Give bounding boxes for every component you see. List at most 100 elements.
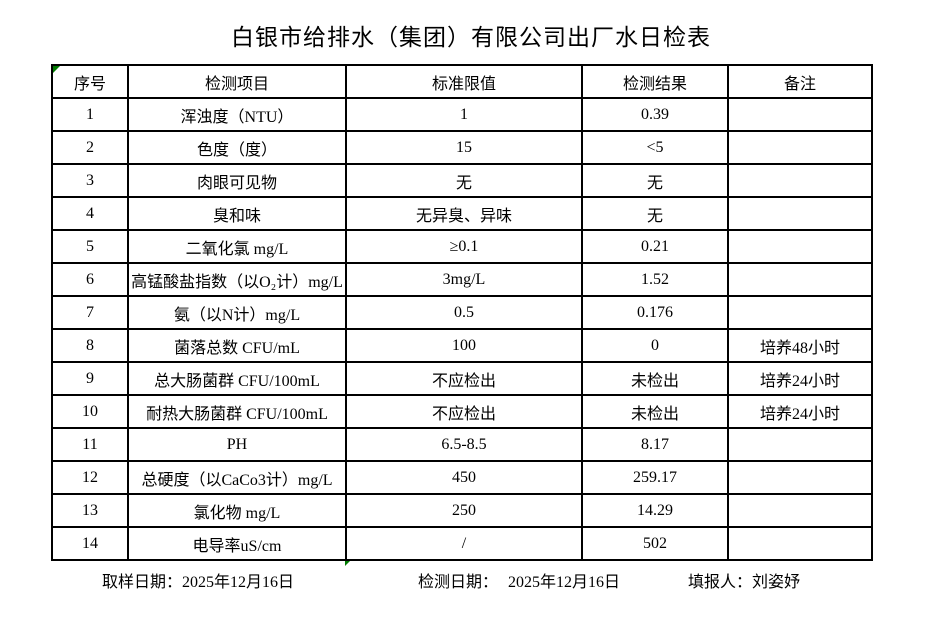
header-result: 检测结果 bbox=[581, 64, 729, 99]
item-cell: 总硬度（以CaCo3计）mg/L bbox=[127, 460, 347, 495]
result-cell: 0.21 bbox=[581, 229, 729, 264]
serial-cell: 1 bbox=[51, 97, 129, 132]
table-row: 12 总硬度（以CaCo3计）mg/L 450 259.17 bbox=[51, 460, 873, 495]
limit-cell: 450 bbox=[345, 460, 583, 495]
reporter-label: 填报人： bbox=[688, 574, 753, 591]
serial-cell: 10 bbox=[51, 394, 129, 429]
result-cell: 未检出 bbox=[581, 361, 729, 396]
note-cell bbox=[727, 163, 873, 198]
limit-cell: 3mg/L bbox=[345, 262, 583, 297]
serial-cell: 8 bbox=[51, 328, 129, 363]
serial-cell: 2 bbox=[51, 130, 129, 165]
note-cell bbox=[727, 526, 873, 561]
item-cell: 二氧化氯 mg/L bbox=[127, 229, 347, 264]
item-cell: 肉眼可见物 bbox=[127, 163, 347, 198]
header-item: 检测项目 bbox=[127, 64, 347, 99]
table-row: 10 耐热大肠菌群 CFU/100mL 不应检出 未检出 培养24小时 bbox=[51, 394, 873, 429]
reporter-name: 刘姿妤 bbox=[752, 574, 801, 591]
note-cell bbox=[727, 262, 873, 297]
sampling-date: 取样日期：2025年12月16日 bbox=[102, 568, 294, 592]
result-cell: 502 bbox=[581, 526, 729, 561]
excel-corner-marker-icon bbox=[345, 559, 352, 566]
testing-date: 检测日期： 2025年12月16日 bbox=[418, 568, 620, 592]
limit-cell: 不应检出 bbox=[345, 361, 583, 396]
item-cell: 总大肠菌群 CFU/100mL bbox=[127, 361, 347, 396]
table-row: 14 电导率uS/cm / 502 bbox=[51, 526, 873, 561]
result-cell: 14.29 bbox=[581, 493, 729, 528]
item-cell: 电导率uS/cm bbox=[127, 526, 347, 561]
note-cell bbox=[727, 427, 873, 462]
note-cell bbox=[727, 295, 873, 330]
note-cell bbox=[727, 97, 873, 132]
item-cell: 氯化物 mg/L bbox=[127, 493, 347, 528]
result-cell: 0.39 bbox=[581, 97, 729, 132]
table-row: 7 氨（以N计）mg/L 0.5 0.176 bbox=[51, 295, 873, 330]
note-cell bbox=[727, 493, 873, 528]
table-row: 6 高锰酸盐指数（以O₂计）mg/L 3mg/L 1.52 bbox=[51, 262, 873, 297]
table-row: 2 色度（度） 15 <5 bbox=[51, 130, 873, 165]
table-row: 5 二氧化氯 mg/L ≥0.1 0.21 bbox=[51, 229, 873, 264]
serial-cell: 6 bbox=[51, 262, 129, 297]
item-cell: 臭和味 bbox=[127, 196, 347, 231]
reporter: 填报人：刘姿妤 bbox=[688, 568, 800, 592]
table-row: 8 菌落总数 CFU/mL 100 0 培养48小时 bbox=[51, 328, 873, 363]
serial-cell: 4 bbox=[51, 196, 129, 231]
table-row: 13 氯化物 mg/L 250 14.29 bbox=[51, 493, 873, 528]
testing-date-label: 检测日期： bbox=[418, 574, 499, 591]
item-cell: 色度（度） bbox=[127, 130, 347, 165]
header-note: 备注 bbox=[727, 64, 873, 99]
limit-cell: 1 bbox=[345, 97, 583, 132]
limit-cell: 不应检出 bbox=[345, 394, 583, 429]
limit-cell: 15 bbox=[345, 130, 583, 165]
header-limit: 标准限值 bbox=[345, 64, 583, 99]
serial-cell: 13 bbox=[51, 493, 129, 528]
inspection-table: 序号 检测项目 标准限值 检测结果 备注 1 浑浊度（NTU） 1 0.39 2… bbox=[51, 64, 873, 561]
item-cell: 菌落总数 CFU/mL bbox=[127, 328, 347, 363]
item-cell: 氨（以N计）mg/L bbox=[127, 295, 347, 330]
table-row: 11 PH 6.5-8.5 8.17 bbox=[51, 427, 873, 462]
table-row: 3 肉眼可见物 无 无 bbox=[51, 163, 873, 198]
item-cell: 耐热大肠菌群 CFU/100mL bbox=[127, 394, 347, 429]
note-cell bbox=[727, 229, 873, 264]
limit-cell: ≥0.1 bbox=[345, 229, 583, 264]
serial-cell: 3 bbox=[51, 163, 129, 198]
note-cell bbox=[727, 460, 873, 495]
page-title: 白银市给排水（集团）有限公司出厂水日检表 bbox=[231, 25, 711, 50]
serial-cell: 11 bbox=[51, 427, 129, 462]
table-row: 4 臭和味 无异臭、异味 无 bbox=[51, 196, 873, 231]
testing-date-value: 2025年12月16日 bbox=[508, 574, 621, 591]
serial-cell: 12 bbox=[51, 460, 129, 495]
item-cell: 浑浊度（NTU） bbox=[127, 97, 347, 132]
result-cell: 259.17 bbox=[581, 460, 729, 495]
limit-cell: 0.5 bbox=[345, 295, 583, 330]
limit-cell: 250 bbox=[345, 493, 583, 528]
limit-cell: 100 bbox=[345, 328, 583, 363]
serial-cell: 7 bbox=[51, 295, 129, 330]
header-serial: 序号 bbox=[51, 64, 129, 99]
item-cell: 高锰酸盐指数（以O₂计）mg/L bbox=[127, 262, 347, 297]
sampling-date-label: 取样日期： bbox=[102, 574, 183, 591]
note-cell: 培养48小时 bbox=[727, 328, 873, 363]
header-row: 序号 检测项目 标准限值 检测结果 备注 bbox=[51, 64, 873, 99]
limit-cell: 无 bbox=[345, 163, 583, 198]
result-cell: 未检出 bbox=[581, 394, 729, 429]
limit-cell: 无异臭、异味 bbox=[345, 196, 583, 231]
result-cell: <5 bbox=[581, 130, 729, 165]
table-row: 1 浑浊度（NTU） 1 0.39 bbox=[51, 97, 873, 132]
note-cell bbox=[727, 196, 873, 231]
limit-cell: 6.5-8.5 bbox=[345, 427, 583, 462]
result-cell: 无 bbox=[581, 163, 729, 198]
note-cell: 培养24小时 bbox=[727, 394, 873, 429]
result-cell: 0.176 bbox=[581, 295, 729, 330]
serial-cell: 14 bbox=[51, 526, 129, 561]
serial-cell: 5 bbox=[51, 229, 129, 264]
table-row: 9 总大肠菌群 CFU/100mL 不应检出 未检出 培养24小时 bbox=[51, 361, 873, 396]
note-cell bbox=[727, 130, 873, 165]
result-cell: 1.52 bbox=[581, 262, 729, 297]
note-cell: 培养24小时 bbox=[727, 361, 873, 396]
limit-cell: / bbox=[345, 526, 583, 561]
result-cell: 无 bbox=[581, 196, 729, 231]
item-cell: PH bbox=[127, 427, 347, 462]
result-cell: 8.17 bbox=[581, 427, 729, 462]
serial-cell: 9 bbox=[51, 361, 129, 396]
